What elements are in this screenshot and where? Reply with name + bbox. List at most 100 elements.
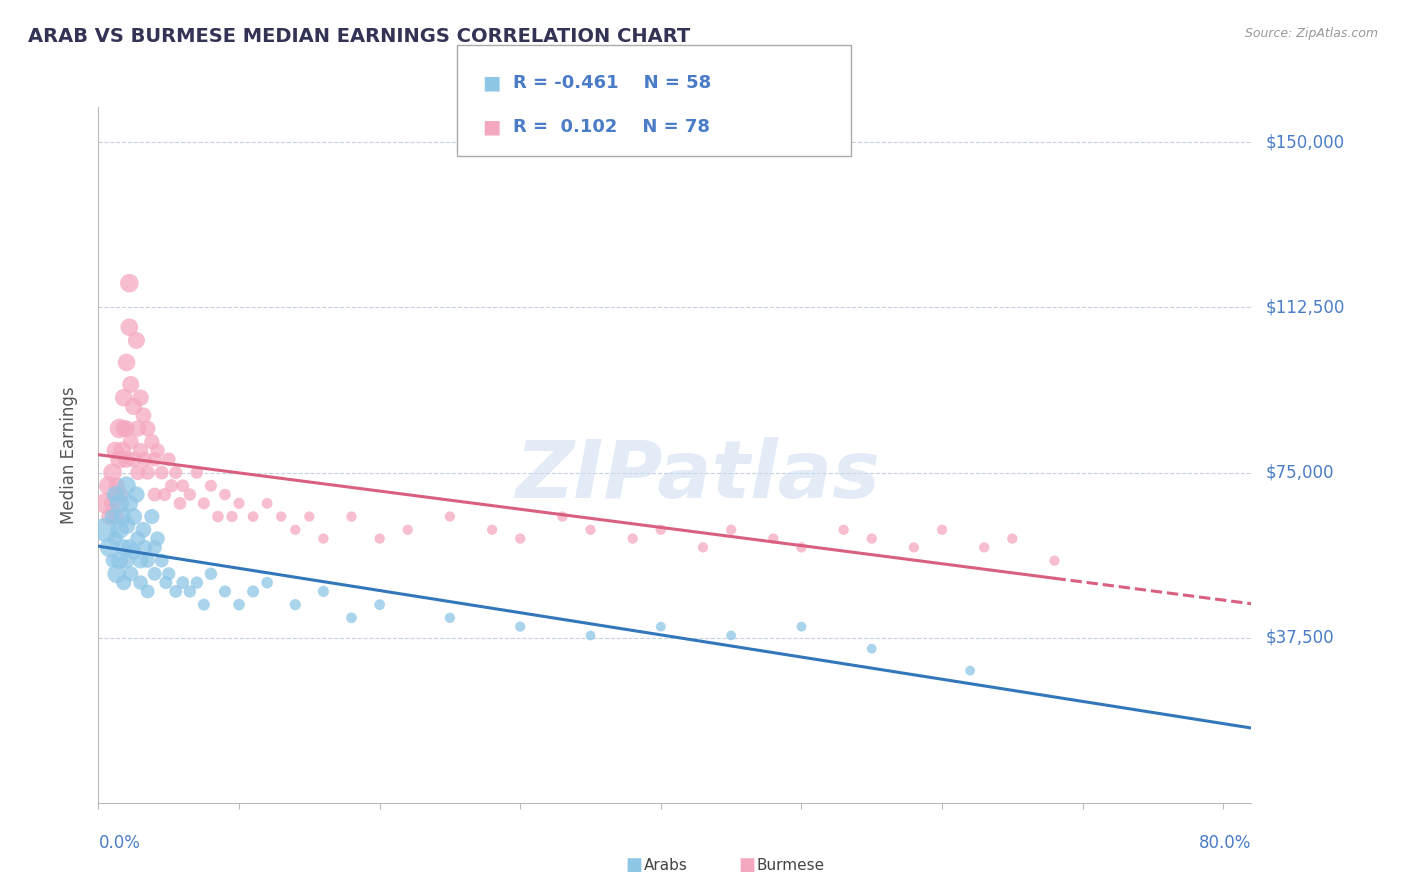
Point — [108, 523, 131, 537]
Text: Burmese: Burmese — [756, 858, 824, 872]
Point — [439, 611, 461, 625]
Y-axis label: Median Earnings: Median Earnings — [59, 386, 77, 524]
Point — [118, 496, 141, 510]
Point — [155, 575, 177, 590]
Point — [132, 409, 155, 423]
Point — [136, 553, 159, 567]
Point — [509, 532, 531, 546]
Text: $75,000: $75,000 — [1265, 464, 1334, 482]
Point — [172, 575, 194, 590]
Point — [256, 496, 278, 510]
Point — [104, 443, 127, 458]
Point — [270, 509, 292, 524]
Point — [125, 487, 148, 501]
Point — [165, 584, 187, 599]
Point — [115, 452, 138, 467]
Point — [242, 584, 264, 599]
Text: Arabs: Arabs — [644, 858, 688, 872]
Point — [1043, 553, 1066, 567]
Point — [200, 566, 222, 581]
Point — [153, 487, 176, 501]
Point — [108, 452, 131, 467]
Point — [122, 545, 145, 559]
Point — [150, 553, 173, 567]
Point — [228, 598, 250, 612]
Text: ■: ■ — [738, 856, 755, 874]
Point — [481, 523, 503, 537]
Point — [579, 523, 602, 537]
Point — [214, 584, 236, 599]
Point — [284, 598, 307, 612]
Point — [94, 496, 117, 510]
Point — [396, 523, 419, 537]
Point — [112, 541, 135, 555]
Point — [973, 541, 995, 555]
Point — [179, 487, 201, 501]
Point — [790, 620, 813, 634]
Point — [112, 421, 135, 435]
Point — [169, 496, 191, 510]
Point — [136, 421, 159, 435]
Point — [439, 509, 461, 524]
Point — [157, 452, 180, 467]
Point — [368, 598, 391, 612]
Point — [193, 496, 215, 510]
Text: R = -0.461    N = 58: R = -0.461 N = 58 — [513, 74, 711, 92]
Point — [101, 466, 124, 480]
Point — [136, 584, 159, 599]
Point — [551, 509, 574, 524]
Point — [105, 566, 128, 581]
Point — [790, 541, 813, 555]
Point — [172, 479, 194, 493]
Point — [120, 434, 142, 449]
Point — [186, 575, 208, 590]
Point — [101, 553, 124, 567]
Point — [832, 523, 855, 537]
Point — [141, 434, 163, 449]
Point — [621, 532, 644, 546]
Point — [129, 553, 152, 567]
Point — [312, 532, 335, 546]
Point — [101, 496, 124, 510]
Point — [129, 391, 152, 405]
Text: ARAB VS BURMESE MEDIAN EARNINGS CORRELATION CHART: ARAB VS BURMESE MEDIAN EARNINGS CORRELAT… — [28, 27, 690, 45]
Point — [129, 575, 152, 590]
Point — [959, 664, 981, 678]
Point — [115, 421, 138, 435]
Point — [127, 466, 149, 480]
Point — [97, 479, 120, 493]
Point — [98, 509, 121, 524]
Point — [105, 509, 128, 524]
Text: 80.0%: 80.0% — [1199, 834, 1251, 852]
Point — [207, 509, 229, 524]
Text: ■: ■ — [626, 856, 643, 874]
Point — [108, 496, 131, 510]
Point — [105, 479, 128, 493]
Text: $150,000: $150,000 — [1265, 133, 1344, 152]
Point — [108, 553, 131, 567]
Point — [931, 523, 953, 537]
Text: 0.0%: 0.0% — [98, 834, 141, 852]
Text: $37,500: $37,500 — [1265, 629, 1334, 647]
Point — [312, 584, 335, 599]
Point — [112, 391, 135, 405]
Point — [115, 553, 138, 567]
Point — [650, 523, 672, 537]
Point — [134, 541, 156, 555]
Text: ■: ■ — [482, 73, 501, 93]
Point — [720, 628, 742, 642]
Point — [118, 276, 141, 290]
Point — [108, 487, 131, 501]
Point — [120, 377, 142, 392]
Point — [160, 479, 183, 493]
Point — [115, 479, 138, 493]
Point — [134, 452, 156, 467]
Point — [111, 509, 134, 524]
Point — [141, 509, 163, 524]
Point — [132, 523, 155, 537]
Point — [122, 400, 145, 414]
Point — [186, 466, 208, 480]
Point — [108, 421, 131, 435]
Point — [118, 541, 141, 555]
Point — [122, 452, 145, 467]
